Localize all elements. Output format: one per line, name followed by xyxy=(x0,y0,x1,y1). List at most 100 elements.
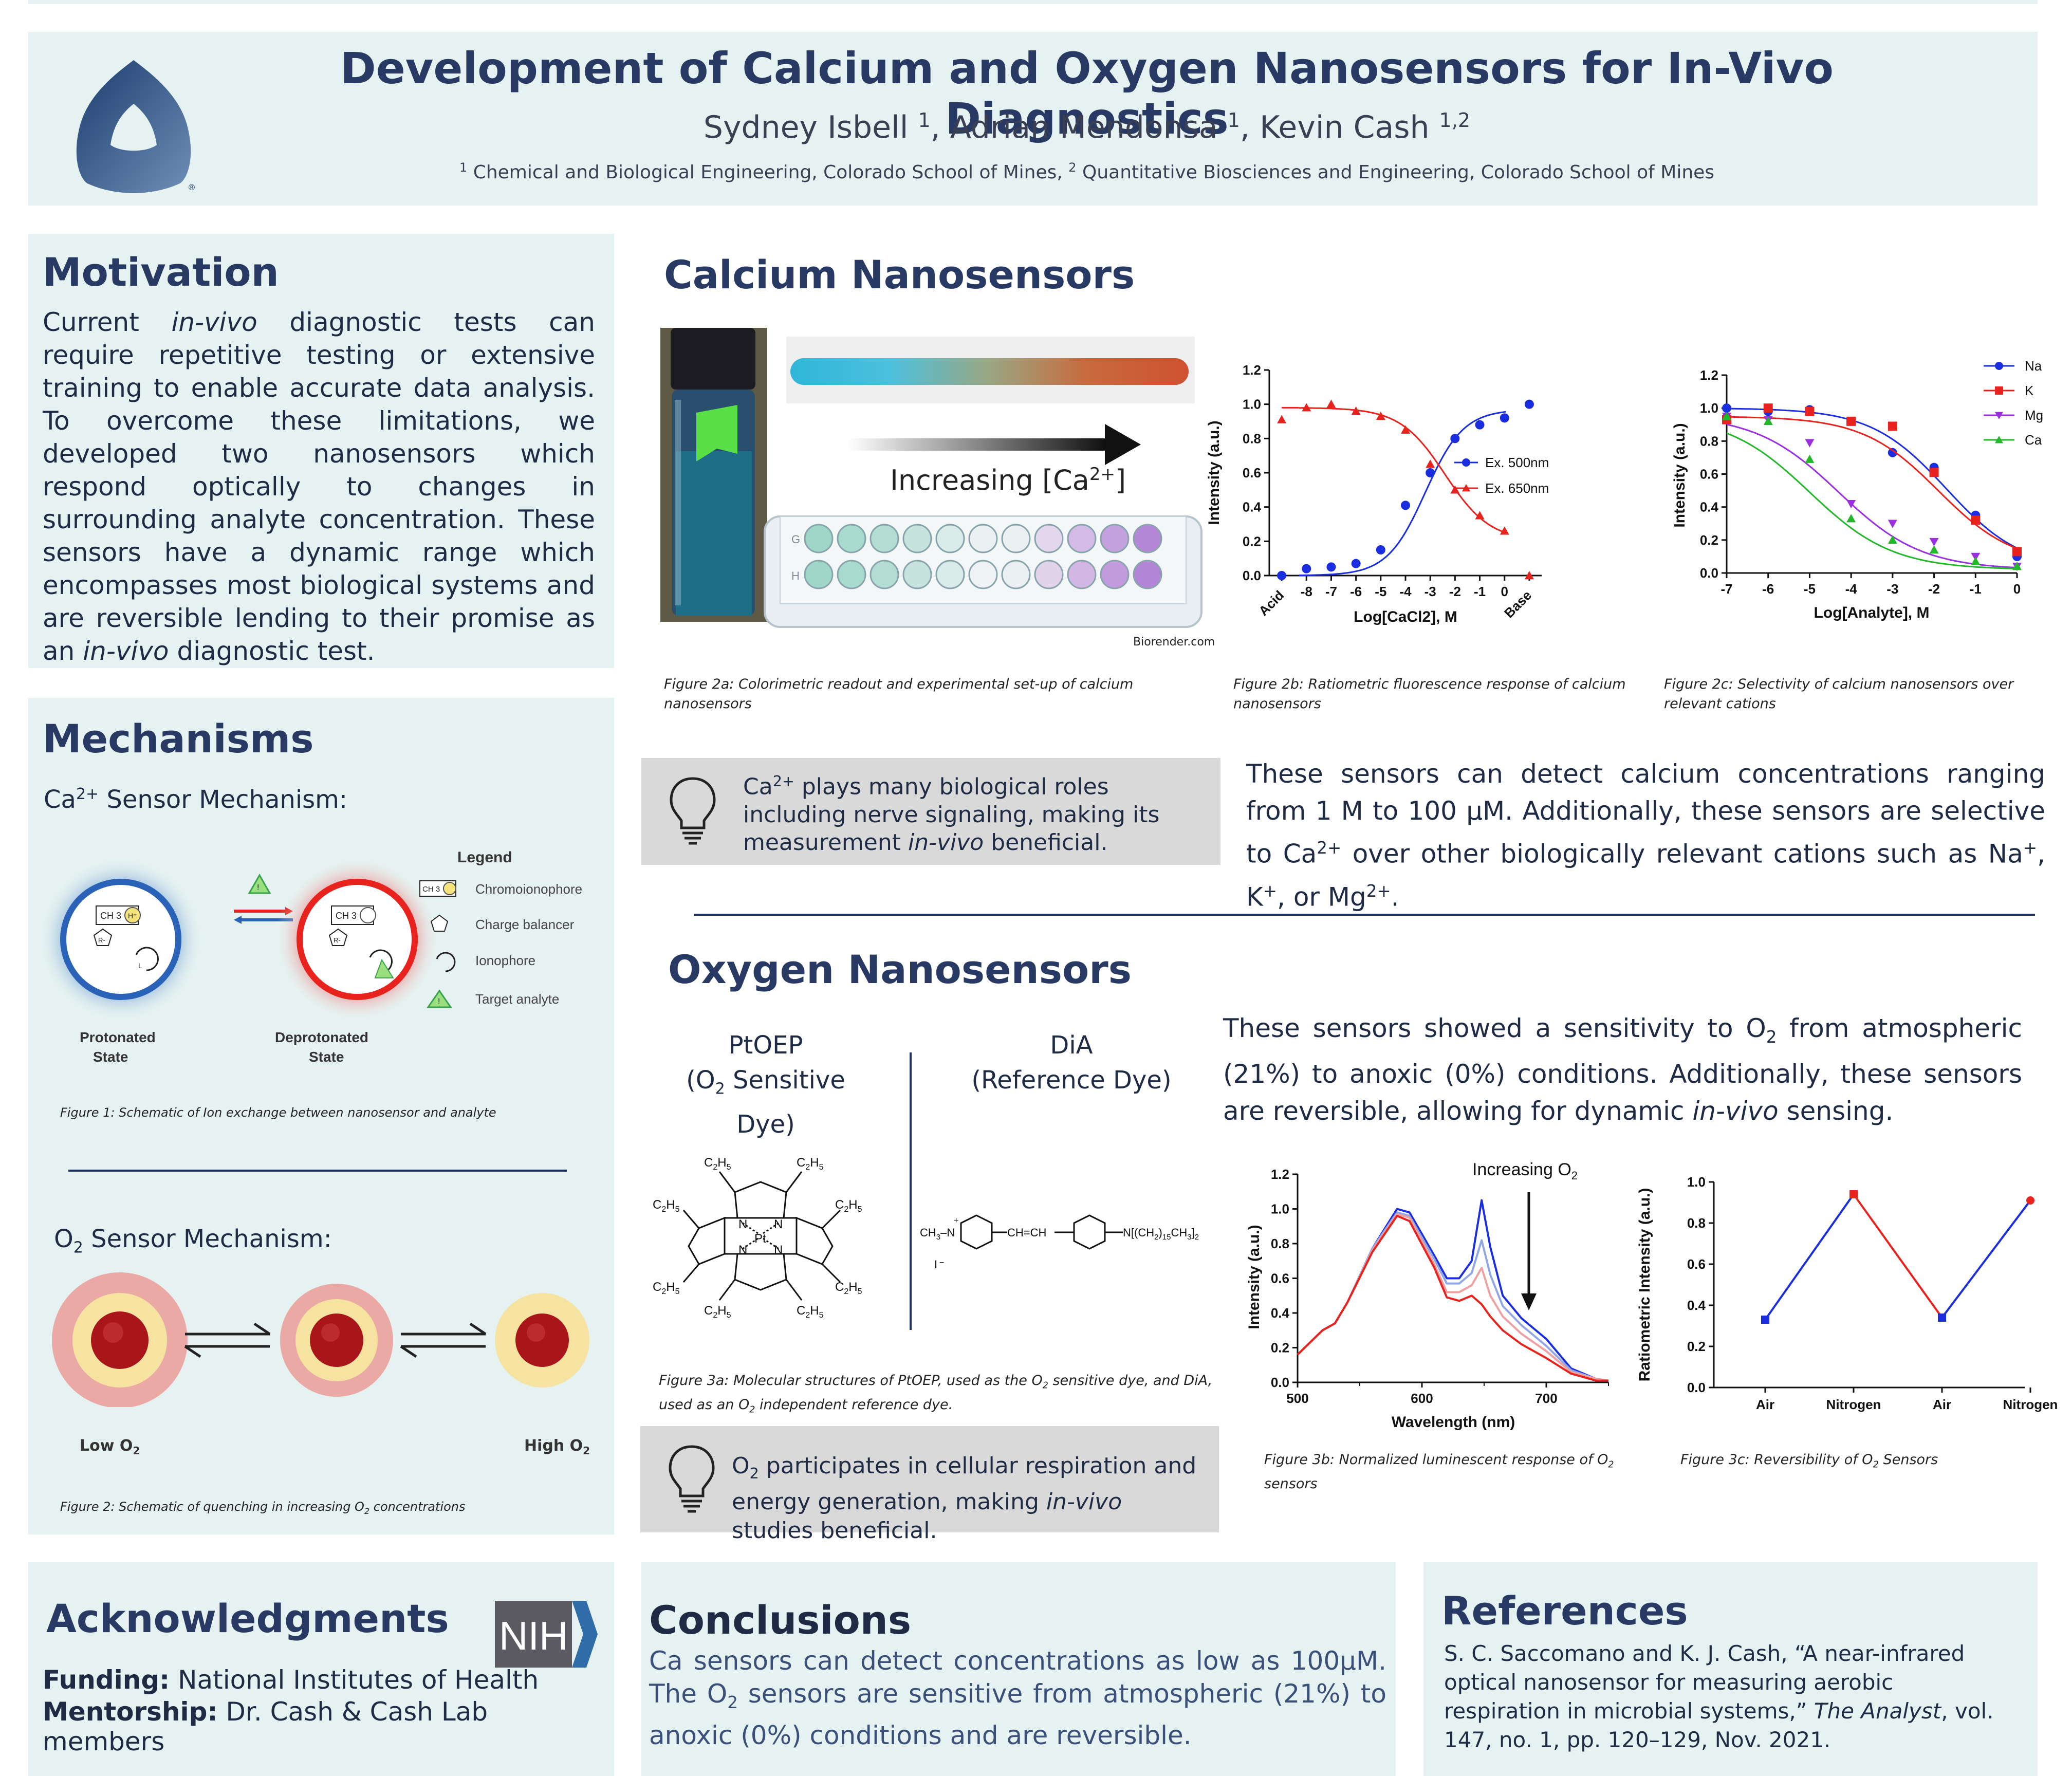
data-point xyxy=(1805,439,1815,448)
low-o2-text: Low O xyxy=(80,1437,133,1455)
data-point xyxy=(1888,421,1897,431)
color-gradient-tube xyxy=(786,337,1195,403)
data-point xyxy=(1462,484,1470,492)
oxygen-callout: O2 participates in cellular respiration … xyxy=(640,1426,1219,1544)
data-point xyxy=(2012,547,2022,557)
calcium-callout: Ca2+ plays many biological roles includi… xyxy=(641,758,1220,865)
data-point xyxy=(1524,399,1534,409)
high-o2-particle xyxy=(495,1293,589,1387)
y-tick-label: 0.4 xyxy=(1687,1298,1706,1313)
data-point xyxy=(1888,448,1897,457)
x-tick-label: Air xyxy=(1756,1397,1774,1412)
text-run: sensors are sensitive from atmospheric (… xyxy=(649,1679,1386,1750)
o2-label-text: O xyxy=(54,1225,73,1253)
lightbulb-icon xyxy=(669,1445,715,1513)
data-point xyxy=(1376,412,1385,420)
affil-2-sup: 2 xyxy=(1068,160,1077,175)
data-point xyxy=(1929,538,1939,547)
y-tick-label: 0.6 xyxy=(1687,1256,1706,1272)
x-tick-label: -4 xyxy=(1399,584,1412,599)
plate-well xyxy=(837,560,866,589)
author-3-affil: 1,2 xyxy=(1439,109,1471,132)
mechanisms-divider xyxy=(68,1170,567,1172)
increasing-o2-label: Increasing O2 xyxy=(1472,1160,1578,1182)
fig2-cap-a: Figure 2: Schematic of quenching in incr… xyxy=(60,1500,364,1514)
y-tick-label: 0.4 xyxy=(1700,499,1719,515)
svg-text:N[(CH2)15CH3]2: N[(CH2)15CH3]2 xyxy=(1123,1226,1199,1242)
y-tick-label: 0.4 xyxy=(1243,499,1262,515)
increasing-o2-arrowhead xyxy=(1521,1293,1537,1310)
svg-text:N: N xyxy=(774,1217,783,1231)
ptoep-desc-a: (O xyxy=(686,1066,715,1095)
legend-label: Mg xyxy=(2025,408,2043,423)
x-tick-label: -3 xyxy=(1886,581,1898,597)
increasing-ca-label: Increasing [Ca2+] xyxy=(890,464,1126,496)
data-point xyxy=(1351,559,1361,568)
data-point xyxy=(1929,545,1939,554)
svg-text:+: + xyxy=(954,1216,958,1225)
legend-ch3: CH 3 xyxy=(422,885,440,894)
y-tick-label: 1.2 xyxy=(1243,362,1261,378)
data-point xyxy=(1376,545,1385,554)
fig3c-cap-sub: 2 xyxy=(1873,1459,1879,1470)
text-run: in-vivo xyxy=(171,307,257,337)
text-run: sensitive dye, and DiA, used as an O xyxy=(659,1373,1213,1413)
plate-well xyxy=(935,524,965,553)
plate-well xyxy=(1001,560,1031,589)
text-run: participates in cellular respiration and… xyxy=(732,1453,1197,1515)
fit-curve xyxy=(1727,416,2018,549)
r-minus-label-1: R- xyxy=(98,936,105,944)
plate-well xyxy=(1034,560,1064,589)
plate-well xyxy=(902,524,932,553)
y-tick-label: 0.0 xyxy=(1700,565,1718,581)
data-point xyxy=(1722,412,1731,420)
ca-label-text: Ca xyxy=(44,785,76,814)
data-point xyxy=(1888,535,1897,544)
data-point xyxy=(1475,511,1485,520)
plate-well xyxy=(1067,524,1097,553)
low-o2-sub: 2 xyxy=(133,1445,140,1457)
reversibility-segment xyxy=(1853,1193,1943,1319)
text-run: , K xyxy=(1246,839,2045,912)
figure-2a-caption: Figure 2a: Colorimetric readout and expe… xyxy=(664,676,1134,712)
plate-row-h: H xyxy=(791,569,800,582)
plate-well xyxy=(1001,524,1031,553)
x-axis-label: Log[Analyte], M xyxy=(1814,604,1930,621)
svg-text:C2H5: C2H5 xyxy=(835,1280,862,1296)
figure-2b-chart: 0.0 0.2 0.4 0.6 0.8 1.0 1.2 Acid -8 -7 -6 -5 -4 -3 -2-… xyxy=(1206,362,1549,625)
x-tick-label: 0 xyxy=(2013,581,2021,597)
conclusions-text: Ca sensors can detect concentrations as … xyxy=(649,1644,1386,1752)
y-axis-label: Ratiometric Intensity (a.u.) xyxy=(1636,1188,1653,1382)
equilibrium-arrow-1 xyxy=(184,1322,271,1358)
dia-desc: (Reference Dye) xyxy=(971,1066,1172,1095)
nih-logo-text: NIH xyxy=(499,1613,568,1658)
data-point xyxy=(1849,1190,1858,1198)
acknowledgments-heading: Acknowledgments xyxy=(46,1596,449,1641)
text-run: 2 xyxy=(727,1693,738,1712)
deprotonated-label-1: Deprotonated xyxy=(275,1029,368,1045)
figure-3c-caption: Figure 3c: Reversibility of O2 Sensors xyxy=(1680,1450,2040,1474)
ca-mechanism-label: Ca2+ Sensor Mechanism: xyxy=(44,785,347,814)
author-line: Sydney Isbell 1, Adrian Mendonsa 1, Kevi… xyxy=(703,109,1471,145)
x-axis-label: Wavelength (nm) xyxy=(1392,1414,1515,1431)
conclusions-heading: Conclusions xyxy=(649,1597,912,1643)
data-point xyxy=(1805,406,1815,416)
figure-3b-chart: 0.0 0.2 0.4 0.6 0.8 1.0 1.2 500 600 700 Wavelength… xyxy=(1246,1160,1609,1431)
oxygen-callout-text: O2 participates in cellular respiration … xyxy=(732,1452,1205,1545)
svg-text:C2H5: C2H5 xyxy=(653,1280,680,1296)
svg-text:C2H5: C2H5 xyxy=(704,1304,731,1320)
y-tick-label: 0.8 xyxy=(1700,433,1718,449)
ptoep-desc-sub: 2 xyxy=(715,1080,725,1098)
text-run: 2 xyxy=(1042,1380,1048,1391)
data-point xyxy=(2012,562,2022,570)
text-run: diagnostic tests can require repetitive … xyxy=(43,307,595,666)
dia-title: DiA (Reference Dye) xyxy=(966,1028,1177,1098)
text-run: studies beneficial. xyxy=(732,1517,937,1544)
fig2-cap-b: concentrations xyxy=(369,1500,466,1514)
mechanisms-heading: Mechanisms xyxy=(43,716,314,762)
data-point xyxy=(1995,412,2003,419)
text-run: Ca sensors can detect concentrations as … xyxy=(649,1646,1386,1709)
text-run: 2 xyxy=(1766,1027,1777,1047)
x-tick-label: -4 xyxy=(1845,581,1858,597)
lightbulb-icon xyxy=(670,777,716,845)
